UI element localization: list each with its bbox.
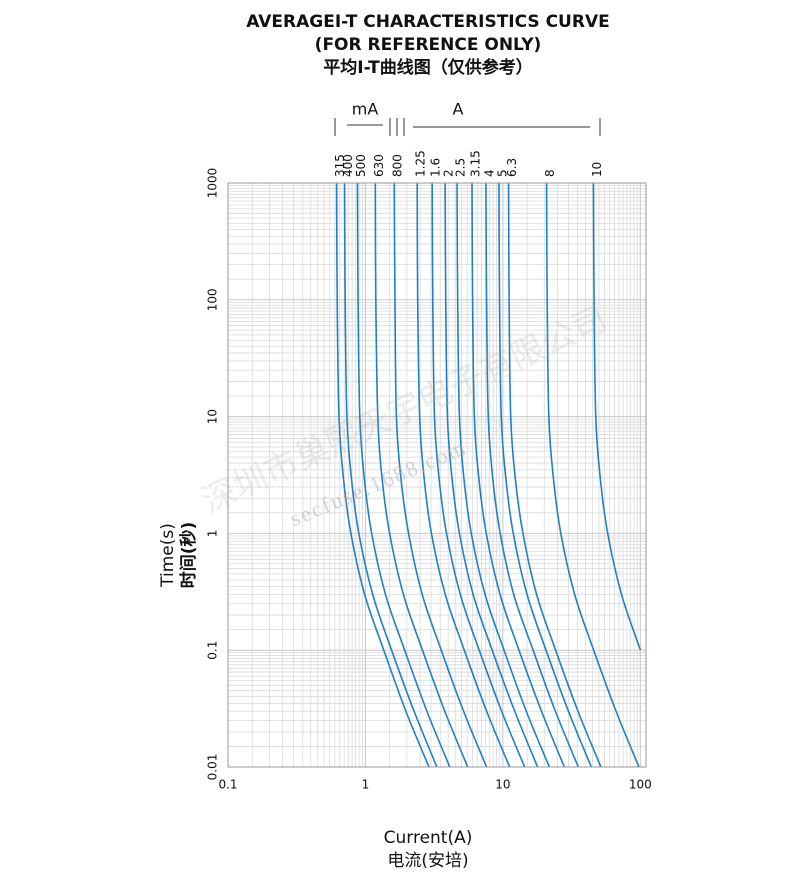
- curve: [592, 183, 642, 651]
- y-axis-label: Time(s): [158, 523, 178, 588]
- x-tick-label: 100: [629, 778, 652, 792]
- series-label: 630: [372, 154, 386, 177]
- series-label: 3.15: [468, 150, 482, 177]
- x-axis-label: Current(A): [384, 828, 473, 848]
- y-tick-label: 10: [206, 409, 220, 424]
- series-label: 4: [482, 169, 496, 177]
- curve: [374, 183, 469, 767]
- curve: [498, 183, 593, 767]
- x-tick-label: 1: [362, 778, 370, 792]
- series-label: 2.5: [454, 158, 468, 177]
- x-tick-label: 10: [495, 778, 510, 792]
- series-label: 1.25: [414, 150, 428, 177]
- series-label: 2: [442, 169, 456, 177]
- curve: [507, 183, 602, 767]
- y-axis-label-cn: 时间(秒): [178, 522, 199, 589]
- chart-title: AVERAGEI-T CHARACTERISTICS CURVE: [246, 12, 609, 32]
- curve: [456, 183, 551, 767]
- unit-label: mA: [352, 100, 379, 119]
- y-tick-label: 100: [206, 288, 220, 311]
- curve: [343, 183, 438, 767]
- curve: [335, 183, 430, 767]
- curve: [431, 183, 526, 767]
- curve: [393, 183, 488, 767]
- y-tick-label: 0.01: [206, 754, 220, 781]
- unit-brackets: [334, 118, 601, 136]
- curves: [335, 183, 642, 767]
- curve: [545, 183, 640, 767]
- series-label: 5: [495, 169, 509, 177]
- series-label: 10: [590, 162, 604, 177]
- watermark: 深圳市巢熙天宇电子有限公司: [196, 299, 613, 522]
- series-label: 6.3: [505, 158, 519, 177]
- curve: [356, 183, 451, 767]
- series-label: 8: [543, 169, 557, 177]
- plot-frame: [227, 182, 647, 768]
- series-label: 800: [391, 154, 405, 177]
- y-tick-label: 0.1: [206, 641, 220, 660]
- chart-subtitle: (FOR REFERENCE ONLY): [315, 35, 542, 55]
- series-label: 500: [354, 154, 368, 177]
- x-tick-label: 0.1: [218, 778, 237, 792]
- y-tick-label: 1000: [206, 168, 220, 199]
- chart-subtitle-cn: 平均I-T曲线图（仅供参考）: [323, 57, 532, 78]
- y-tick-label: 1: [206, 530, 220, 538]
- curve: [471, 183, 566, 767]
- unit-label: A: [453, 100, 464, 119]
- x-axis-label-cn: 电流(安培): [387, 851, 468, 871]
- series-label: 400: [341, 154, 355, 177]
- curve: [485, 183, 580, 767]
- curve: [444, 183, 539, 767]
- series-label: 1.6: [429, 158, 443, 177]
- curve: [416, 183, 511, 767]
- series-label: 315: [333, 154, 347, 177]
